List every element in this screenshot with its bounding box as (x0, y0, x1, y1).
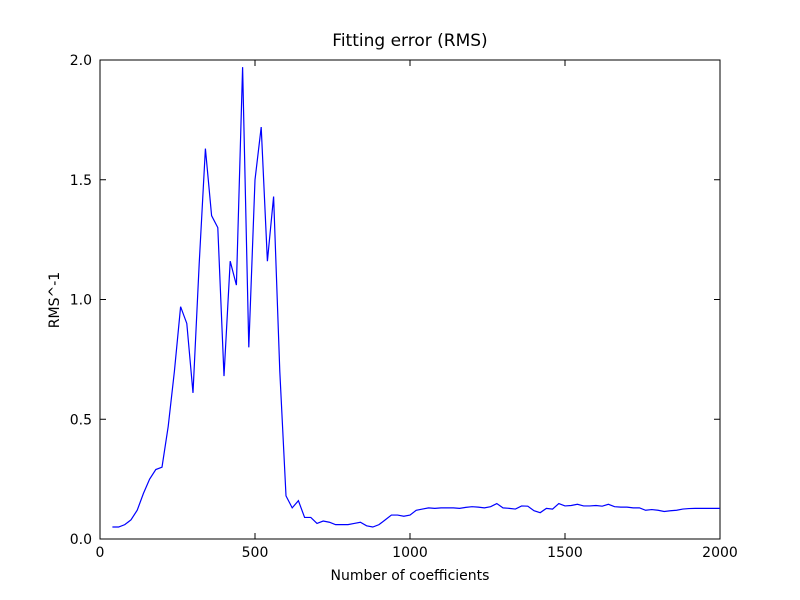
y-tick-label: 0.0 (70, 532, 92, 548)
y-tick-label: 1.0 (70, 293, 92, 309)
x-axis-label: Number of coefficients (331, 568, 490, 584)
y-tick-label: 1.5 (70, 173, 92, 189)
y-tick-label: 2.0 (70, 53, 92, 69)
x-tick-label: 1500 (547, 545, 583, 561)
x-tick-label: 1000 (392, 545, 428, 561)
y-tick-label: 0.5 (70, 412, 92, 428)
y-axis-label: RMS^-1 (47, 272, 63, 328)
data-line (112, 67, 720, 528)
plot-frame (99, 59, 721, 540)
x-tick-label: 0 (96, 545, 105, 561)
chart-title: Fitting error (RMS) (332, 31, 487, 51)
x-tick-label: 2000 (702, 545, 738, 561)
x-tick-label: 500 (242, 545, 269, 561)
